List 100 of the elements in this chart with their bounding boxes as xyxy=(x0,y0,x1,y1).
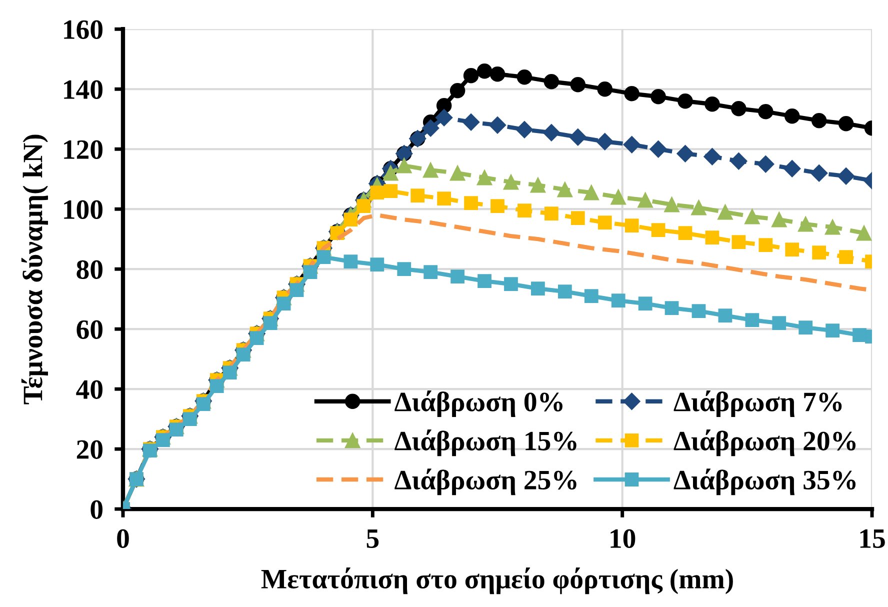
point xyxy=(383,165,398,181)
point xyxy=(651,223,666,238)
point xyxy=(664,196,680,212)
point xyxy=(598,216,612,230)
point xyxy=(771,212,787,228)
point xyxy=(250,331,264,346)
y-tick-label: 160 xyxy=(64,20,102,40)
point xyxy=(344,254,358,269)
point xyxy=(718,308,732,323)
point xyxy=(397,262,412,276)
point xyxy=(623,136,640,154)
point xyxy=(516,69,532,85)
point xyxy=(569,128,586,146)
point xyxy=(838,168,855,185)
point xyxy=(518,204,532,218)
point xyxy=(678,93,693,109)
point xyxy=(516,121,534,138)
point xyxy=(856,225,872,241)
point xyxy=(316,250,331,264)
point xyxy=(692,304,706,318)
point xyxy=(718,204,733,220)
legend-label: Διάβρωση 7% xyxy=(674,390,842,418)
point xyxy=(450,165,466,181)
y-tick-label: 140 xyxy=(64,80,102,100)
point xyxy=(826,324,840,338)
point xyxy=(638,296,652,311)
y-tick-label: 120 xyxy=(64,140,102,160)
x-axis-title: Μετατόπιση στο σημείο φόρτισης (mm) xyxy=(261,568,733,594)
point xyxy=(704,148,721,166)
point xyxy=(544,74,560,90)
point xyxy=(584,184,600,200)
point xyxy=(824,219,840,235)
point xyxy=(704,96,720,112)
legend-label: Διάβρωση 0% xyxy=(394,390,562,418)
point xyxy=(798,320,813,335)
point xyxy=(678,226,692,240)
point xyxy=(785,242,800,257)
point xyxy=(263,316,278,330)
y-tick-label: 100 xyxy=(64,200,102,220)
point xyxy=(691,200,706,216)
y-axis-title: Τέμνουσα δύναμη( kN) xyxy=(21,134,48,404)
point xyxy=(210,379,224,393)
legend-label: Διάβρωση 25% xyxy=(394,468,576,496)
point xyxy=(450,270,464,284)
point xyxy=(611,294,626,308)
point xyxy=(303,265,318,280)
point xyxy=(531,282,545,296)
point xyxy=(196,397,210,411)
point xyxy=(664,301,679,316)
point xyxy=(731,100,746,116)
point xyxy=(624,86,640,102)
point xyxy=(784,160,801,178)
point xyxy=(478,274,492,288)
legend-label: Διάβρωση 20% xyxy=(674,430,856,456)
point xyxy=(476,170,492,186)
x-tick-label: 10 xyxy=(610,529,636,548)
point xyxy=(839,250,853,264)
point xyxy=(503,174,519,190)
point xyxy=(410,188,425,203)
point xyxy=(464,196,478,210)
point xyxy=(169,422,184,436)
point xyxy=(732,235,746,250)
y-tick-label: 40 xyxy=(76,380,102,399)
point xyxy=(437,192,452,206)
point xyxy=(370,186,384,200)
point xyxy=(436,109,453,126)
point xyxy=(784,108,800,124)
point xyxy=(558,284,572,299)
point xyxy=(462,114,480,131)
point xyxy=(812,246,826,260)
point xyxy=(758,104,774,120)
point xyxy=(290,283,304,298)
point xyxy=(344,212,358,227)
point xyxy=(798,216,814,232)
point xyxy=(772,316,786,330)
point xyxy=(584,289,598,304)
point xyxy=(610,189,626,205)
y-tick-label: 80 xyxy=(76,260,102,279)
point xyxy=(542,124,560,142)
point xyxy=(276,296,291,311)
point xyxy=(596,133,614,150)
point xyxy=(676,145,694,162)
point xyxy=(463,68,479,84)
point xyxy=(838,116,854,132)
point xyxy=(530,177,546,193)
point xyxy=(570,76,586,92)
point xyxy=(745,313,760,328)
y-tick-label: 20 xyxy=(76,440,102,459)
point xyxy=(424,265,438,280)
point xyxy=(422,162,438,178)
point xyxy=(156,433,170,447)
point xyxy=(370,258,384,272)
legend-label: Διάβρωση 35% xyxy=(674,468,856,496)
point xyxy=(650,88,666,104)
point xyxy=(852,328,866,342)
point xyxy=(396,158,412,174)
point xyxy=(436,98,452,114)
point xyxy=(705,230,720,245)
point xyxy=(811,112,827,128)
x-tick-label: 5 xyxy=(366,530,379,548)
